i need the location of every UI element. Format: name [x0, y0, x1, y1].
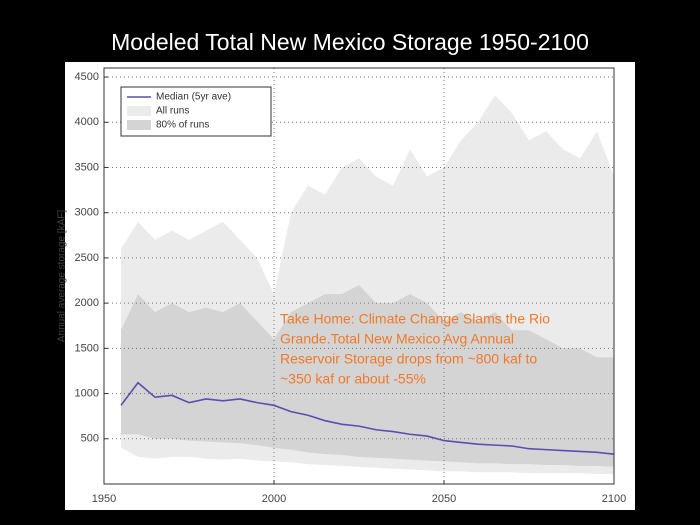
- median-line: [120, 381, 615, 455]
- annotation: Reservoir Storage drops from ~800 kaf to: [280, 351, 537, 367]
- y-tick-label: 1000: [75, 387, 99, 399]
- legend-label: 80% of runs: [156, 120, 209, 131]
- x-tick-label: 2050: [432, 493, 456, 505]
- y-tick-label: 4000: [75, 116, 99, 128]
- annotation: Grande.Total New Mexico Avg Annual: [280, 331, 514, 347]
- y-tick-label: 1500: [75, 342, 99, 354]
- legend-label: Median (5yr ave): [156, 92, 231, 103]
- legend-swatch: [127, 120, 151, 130]
- y-tick-label: 2000: [75, 297, 99, 309]
- plot-frame: [103, 67, 615, 485]
- y-axis-label: Annual average storage [kAF]: [57, 210, 68, 343]
- slide-title: Modeled Total New Mexico Storage 1950-21…: [111, 29, 589, 55]
- y-tick-label: 500: [81, 433, 99, 445]
- x-tick-label: 1950: [92, 493, 116, 505]
- y-tick-label: 3000: [75, 207, 99, 219]
- annotation: ~350 kaf or about -55%: [280, 371, 426, 387]
- y-tick-label: 3500: [75, 161, 99, 173]
- band-area: [121, 285, 614, 467]
- x-tick-label: 2100: [602, 493, 626, 505]
- annotation: Take Home: Climate Change Slams the Rio: [280, 311, 550, 327]
- legend-swatch: [127, 106, 151, 116]
- y-tick-label: 4500: [75, 71, 99, 83]
- legend-label: All runs: [156, 106, 189, 117]
- y-tick-label: 2500: [75, 252, 99, 264]
- x-tick-label: 2000: [262, 493, 286, 505]
